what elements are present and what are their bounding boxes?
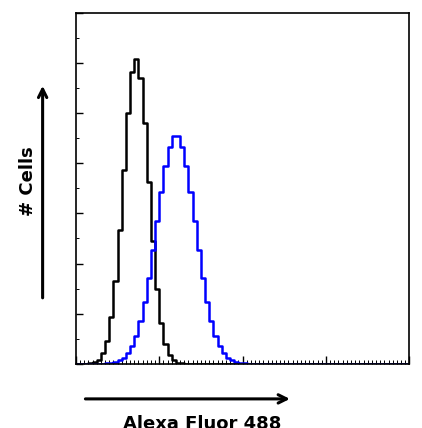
Text: Alexa Fluor 488: Alexa Fluor 488 <box>124 415 282 428</box>
Text: # Cells: # Cells <box>19 146 37 216</box>
